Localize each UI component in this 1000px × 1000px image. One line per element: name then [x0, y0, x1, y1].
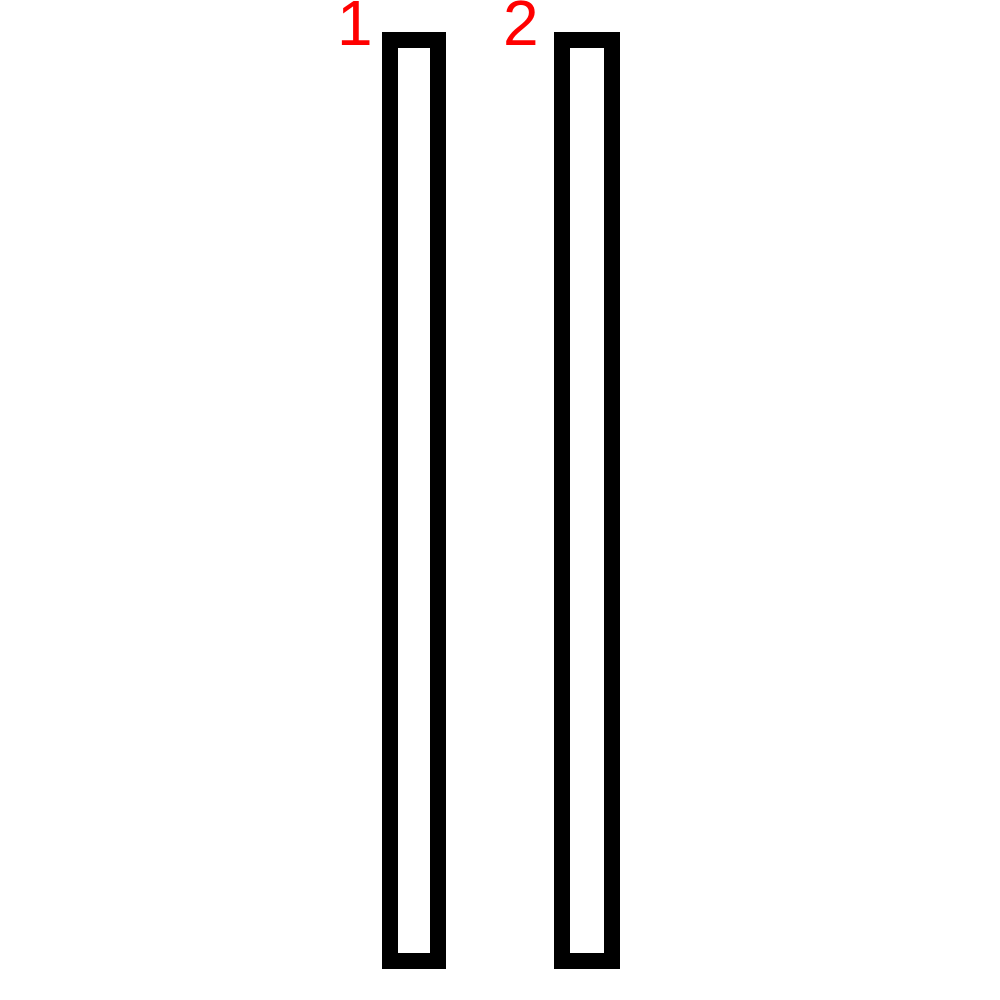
bar-1	[382, 32, 446, 969]
bar-2	[554, 32, 620, 969]
bar-2-label: 2	[503, 0, 539, 59]
bar-1-label: 1	[337, 0, 373, 59]
